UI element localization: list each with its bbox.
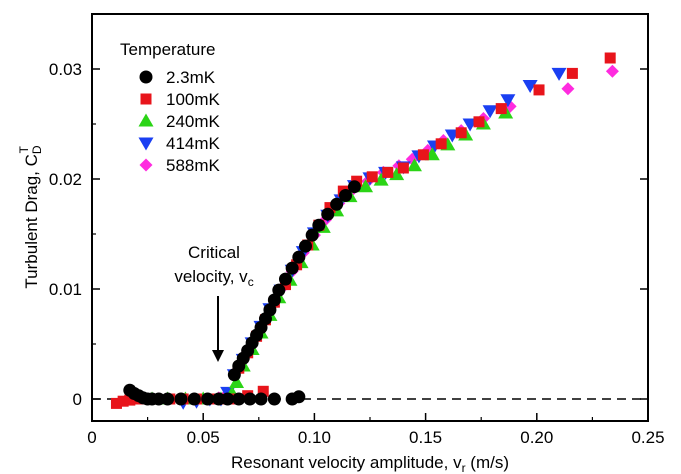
legend-label: 414mK	[166, 134, 221, 153]
data-point-circle	[321, 207, 335, 221]
data-point-square	[473, 116, 485, 128]
data-point-triangle-up	[373, 172, 389, 186]
data-point-square	[117, 395, 129, 407]
x-tick-label: 0.20	[520, 428, 553, 447]
data-point-circle	[299, 239, 313, 253]
legend-label: 2.3mK	[166, 68, 216, 87]
legend-marker-circle	[139, 70, 153, 84]
data-point-triangle-up	[358, 179, 374, 193]
data-point-circle	[339, 189, 353, 202]
data-point-circle	[254, 392, 268, 406]
x-tick-label: 0.10	[298, 428, 331, 447]
y-axis: 0 0.01 0.02 0.03	[49, 60, 648, 409]
series-414mK	[175, 67, 567, 410]
data-point-triangle-down	[551, 67, 567, 81]
data-point-square	[495, 103, 507, 115]
data-point-square	[324, 202, 336, 214]
data-point-square	[566, 67, 578, 79]
data-point-circle	[161, 392, 175, 406]
legend-label: 100mK	[166, 90, 221, 109]
data-point-circle	[267, 293, 281, 307]
data-point-square	[417, 149, 429, 161]
data-point-square	[110, 397, 122, 409]
data-point-circle	[263, 303, 277, 317]
data-point-circle	[152, 392, 166, 406]
data-point-circle	[232, 392, 246, 406]
data-point-circle	[312, 218, 326, 232]
data-point-circle	[212, 392, 226, 406]
data-point-triangle-down	[482, 105, 498, 119]
data-point-circle	[201, 392, 215, 406]
data-point-triangle-up	[406, 158, 422, 172]
data-point-square	[435, 138, 447, 150]
legend-label: 240mK	[166, 112, 221, 131]
data-point-diamond	[561, 82, 575, 96]
data-point-square	[366, 171, 378, 183]
plot-area	[92, 52, 648, 410]
legend: Temperature 2.3mK 100mK 240mK 414mK 588mK	[120, 40, 221, 175]
legend-marker-triangle-down	[138, 137, 154, 151]
annotation-line-2: velocity, vc	[174, 267, 253, 289]
annotation-arrow-head	[212, 350, 224, 362]
x-axis-title: Resonant velocity amplitude, vr (m/s)	[231, 453, 509, 474]
x-axis: 0 0.05 0.10 0.15 0.20 0.25	[87, 413, 665, 447]
data-point-circle	[285, 261, 299, 275]
series-2.3mK	[123, 180, 361, 406]
data-point-square	[397, 162, 409, 174]
data-point-circle	[221, 392, 235, 406]
data-point-circle	[267, 392, 281, 406]
y-tick-label: 0.02	[49, 170, 82, 189]
data-point-circle	[278, 272, 292, 286]
legend-title: Temperature	[120, 40, 215, 59]
data-point-circle	[347, 180, 361, 194]
data-point-square	[604, 52, 616, 64]
x-tick-label: 0.05	[187, 428, 220, 447]
annotation-line-1: Critical	[188, 243, 240, 262]
legend-marker-diamond	[139, 158, 153, 172]
data-point-triangle-up	[229, 375, 245, 388]
data-point-diamond	[605, 64, 619, 78]
data-point-square	[382, 166, 394, 178]
data-point-circle	[174, 392, 188, 406]
legend-marker-triangle-up	[138, 113, 154, 127]
data-point-circle	[272, 283, 286, 297]
data-point-circle	[292, 250, 306, 264]
data-point-circle	[330, 197, 344, 211]
data-point-square	[533, 84, 545, 96]
data-point-square	[455, 127, 467, 139]
data-point-square	[257, 385, 269, 397]
data-point-circle	[187, 392, 201, 406]
legend-marker-square	[140, 93, 152, 105]
data-point-circle	[305, 228, 319, 242]
data-point-triangle-down	[500, 94, 516, 108]
data-point-circle	[292, 390, 306, 404]
series-588mK	[212, 64, 619, 405]
y-axis-title: Turbulent Drag, CDT	[17, 145, 44, 288]
x-tick-label: 0.15	[409, 428, 442, 447]
legend-entries: 2.3mK 100mK 240mK 414mK 588mK	[138, 68, 221, 175]
x-tick-label: 0	[87, 428, 96, 447]
data-point-circle	[243, 392, 257, 406]
y-tick-label: 0	[73, 390, 82, 409]
data-point-square	[124, 394, 136, 406]
critical-velocity-annotation: Critical velocity, vc	[174, 243, 254, 362]
y-tick-label: 0.03	[49, 60, 82, 79]
x-tick-label: 0.25	[631, 428, 664, 447]
y-tick-label: 0.01	[49, 280, 82, 299]
data-point-triangle-down	[522, 80, 538, 93]
legend-label: 588mK	[166, 156, 221, 175]
